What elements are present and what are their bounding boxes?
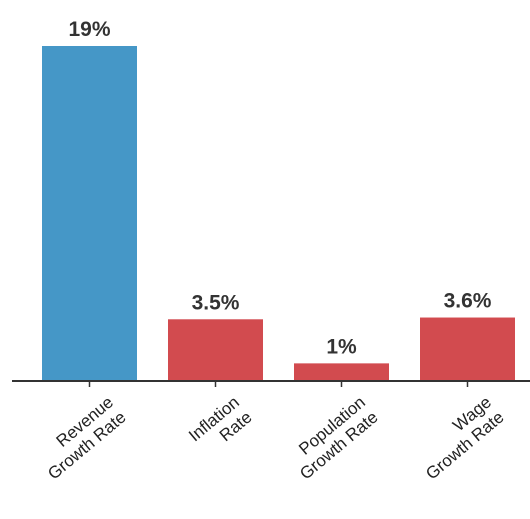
bar-1: [168, 319, 263, 381]
bars-group: [42, 46, 515, 381]
x-ticks-group: [88, 381, 469, 387]
bar-3: [420, 317, 515, 381]
x-tick-label-0: RevenueGrowth Rate: [32, 393, 130, 484]
bar-0: [42, 46, 137, 381]
value-label-1: 3.5%: [192, 291, 240, 314]
x-tick-label-2: PopulationGrowth Rate: [284, 393, 382, 484]
x-tick-labels-group: RevenueGrowth Rate InflationRate Populatio…: [32, 393, 508, 484]
value-labels-group: 19% 3.5% 1% 3.6%: [68, 18, 491, 358]
x-tick-label-3: WageGrowth Rate: [410, 393, 508, 484]
value-label-0: 19%: [68, 18, 110, 41]
value-label-3: 3.6%: [444, 290, 492, 313]
bar-2: [294, 363, 389, 381]
value-label-2: 1%: [326, 335, 357, 358]
x-tick-label-1: InflationRate: [185, 393, 255, 461]
